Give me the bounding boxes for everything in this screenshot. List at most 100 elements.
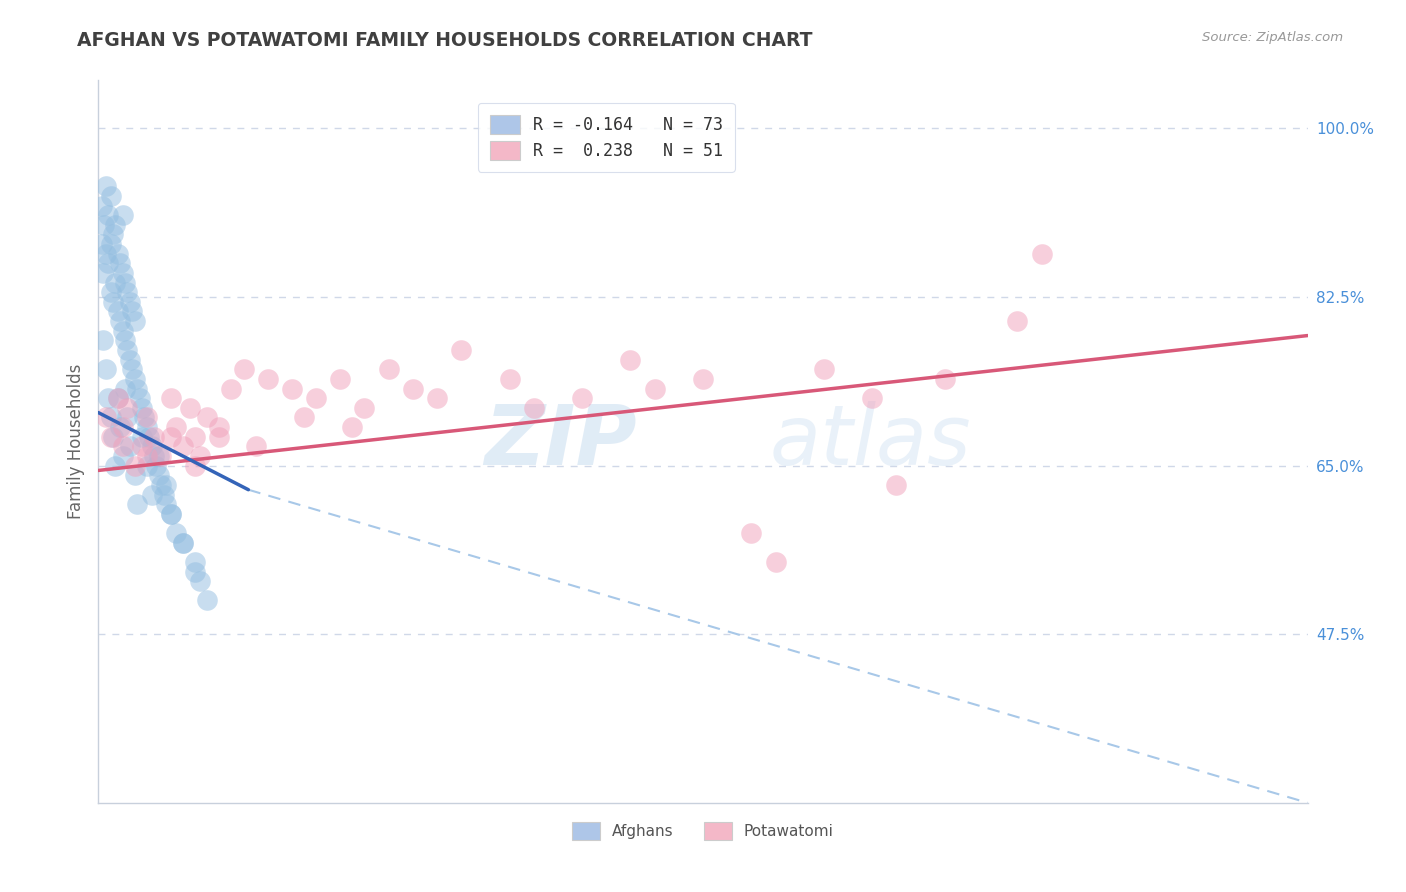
Point <box>131 439 153 453</box>
Point <box>1007 314 1029 328</box>
Point <box>143 430 166 444</box>
Point <box>118 294 141 309</box>
Point <box>124 468 146 483</box>
Point <box>118 439 141 453</box>
Point <box>111 324 134 338</box>
Point <box>118 352 141 367</box>
Point <box>107 246 129 260</box>
Point <box>160 391 183 405</box>
Point <box>934 372 956 386</box>
Point <box>172 439 194 453</box>
Point <box>160 507 183 521</box>
Point <box>152 487 174 501</box>
Point <box>1031 246 1053 260</box>
Point <box>292 410 315 425</box>
Point <box>281 382 304 396</box>
Point <box>135 458 157 473</box>
Point <box>124 372 146 386</box>
Point <box>108 420 131 434</box>
Point <box>104 218 127 232</box>
Point <box>165 526 187 541</box>
Point <box>117 285 139 300</box>
Point <box>221 382 243 396</box>
Point <box>97 208 120 222</box>
Point <box>740 526 762 541</box>
Point <box>765 555 787 569</box>
Point <box>141 439 163 453</box>
Point <box>91 198 114 212</box>
Point <box>101 227 124 242</box>
Point <box>107 391 129 405</box>
Point <box>342 420 364 434</box>
Point <box>100 237 122 252</box>
Point <box>184 565 207 579</box>
Point <box>208 420 231 434</box>
Point <box>135 420 157 434</box>
Point <box>124 314 146 328</box>
Point <box>114 334 136 348</box>
Point <box>101 294 124 309</box>
Point <box>131 401 153 415</box>
Point <box>256 372 278 386</box>
Point <box>117 401 139 415</box>
Point <box>245 439 267 453</box>
Point <box>124 458 146 473</box>
Point <box>150 449 173 463</box>
Point <box>107 391 129 405</box>
Point <box>97 256 120 270</box>
Point <box>184 555 207 569</box>
Point <box>523 401 546 415</box>
Text: atlas: atlas <box>769 401 972 482</box>
Point <box>184 458 207 473</box>
Point <box>111 208 134 222</box>
Point <box>188 574 211 589</box>
Point <box>195 593 218 607</box>
Point <box>141 487 163 501</box>
Point <box>143 449 166 463</box>
Point <box>813 362 835 376</box>
Point <box>101 430 124 444</box>
Point <box>94 246 117 260</box>
Point <box>155 497 177 511</box>
Point <box>305 391 328 405</box>
Point <box>91 334 114 348</box>
Point <box>111 420 134 434</box>
Point <box>184 430 207 444</box>
Point <box>93 218 115 232</box>
Point <box>127 497 149 511</box>
Point <box>619 352 641 367</box>
Point <box>104 458 127 473</box>
Point <box>150 478 173 492</box>
Y-axis label: Family Households: Family Households <box>66 364 84 519</box>
Point <box>195 410 218 425</box>
Point <box>148 468 170 483</box>
Point <box>155 478 177 492</box>
Point <box>860 391 883 405</box>
Point <box>94 179 117 194</box>
Text: AFGHAN VS POTAWATOMI FAMILY HOUSEHOLDS CORRELATION CHART: AFGHAN VS POTAWATOMI FAMILY HOUSEHOLDS C… <box>77 31 813 50</box>
Point <box>135 449 157 463</box>
Point <box>135 410 157 425</box>
Point <box>91 266 114 280</box>
Point <box>107 304 129 318</box>
Point <box>571 391 593 405</box>
Point <box>232 362 254 376</box>
Point <box>127 382 149 396</box>
Point <box>145 458 167 473</box>
Point <box>94 410 117 425</box>
Point <box>426 391 449 405</box>
Point <box>104 276 127 290</box>
Point <box>108 256 131 270</box>
Point <box>111 266 134 280</box>
Point <box>134 410 156 425</box>
Point <box>131 430 153 444</box>
Point <box>172 535 194 549</box>
Point <box>108 314 131 328</box>
Point <box>114 276 136 290</box>
Point <box>402 382 425 396</box>
Point <box>886 478 908 492</box>
Point <box>138 430 160 444</box>
Text: ZIP: ZIP <box>484 401 637 482</box>
Point <box>498 372 520 386</box>
Point <box>160 430 183 444</box>
